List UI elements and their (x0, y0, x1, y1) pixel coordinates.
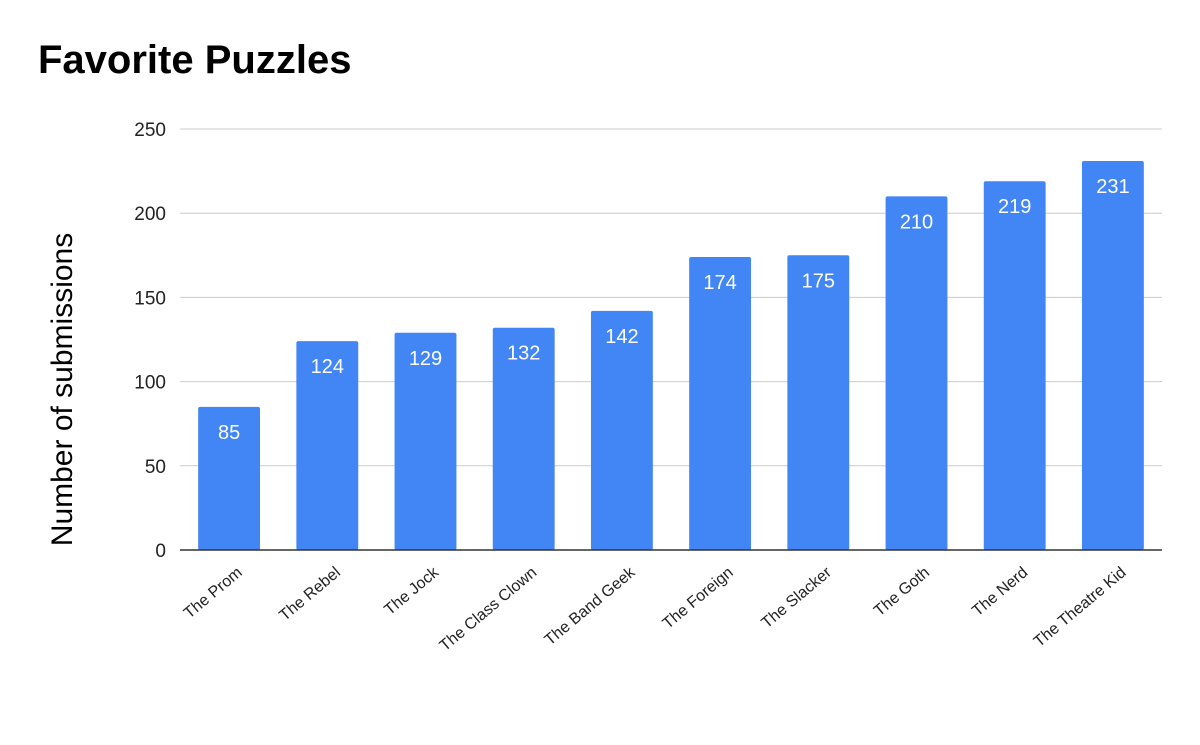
data-labels: 85 124 129 132 142 174 175 210 219 231 (218, 176, 1130, 444)
x-tick-label: The Goth (871, 564, 933, 620)
x-tick-label: The Foreign (660, 564, 737, 632)
bar (590, 310, 653, 550)
x-tick-label: The Band Geek (542, 563, 640, 649)
chart-title: Favorite Puzzles (38, 38, 352, 82)
y-tick-label: 100 (134, 373, 166, 394)
y-axis-title: Number of submissions (46, 233, 79, 546)
bar (198, 406, 261, 550)
bar-value-label: 129 (409, 348, 442, 370)
bar-value-label: 124 (311, 356, 344, 378)
x-tick-label: The Theatre Kid (1031, 564, 1130, 651)
bar (394, 332, 457, 550)
bar-value-label: 85 (218, 422, 240, 444)
bars (198, 160, 1144, 551)
bar-value-label: 142 (605, 326, 638, 348)
x-tick-label: The Prom (181, 564, 246, 622)
bar (1081, 160, 1144, 550)
bar (885, 196, 948, 551)
y-tick-label: 200 (134, 204, 166, 225)
y-tick-label: 50 (145, 457, 166, 478)
y-tick-label: 150 (134, 288, 166, 309)
bar-value-label: 174 (703, 272, 736, 294)
x-tick-label: The Slacker (759, 564, 836, 632)
y-tick-label: 250 (134, 120, 166, 141)
y-tick-label: 0 (155, 541, 166, 562)
bar-value-label: 219 (998, 196, 1031, 218)
bar-value-label: 231 (1096, 176, 1129, 198)
y-axis-ticks: 0 50 100 150 200 250 (134, 120, 166, 562)
bar (296, 341, 359, 550)
bar-value-label: 210 (900, 211, 933, 233)
x-tick-label: The Class Clown (437, 564, 541, 655)
bar (787, 255, 850, 551)
bar-value-label: 175 (802, 270, 835, 292)
bar-value-label: 132 (507, 343, 540, 365)
x-tick-label: The Nerd (969, 564, 1031, 620)
bar (983, 181, 1046, 551)
x-tick-label: The Rebel (276, 564, 343, 624)
x-tick-label: The Jock (381, 563, 442, 618)
bar (492, 327, 555, 550)
bar (689, 256, 752, 550)
